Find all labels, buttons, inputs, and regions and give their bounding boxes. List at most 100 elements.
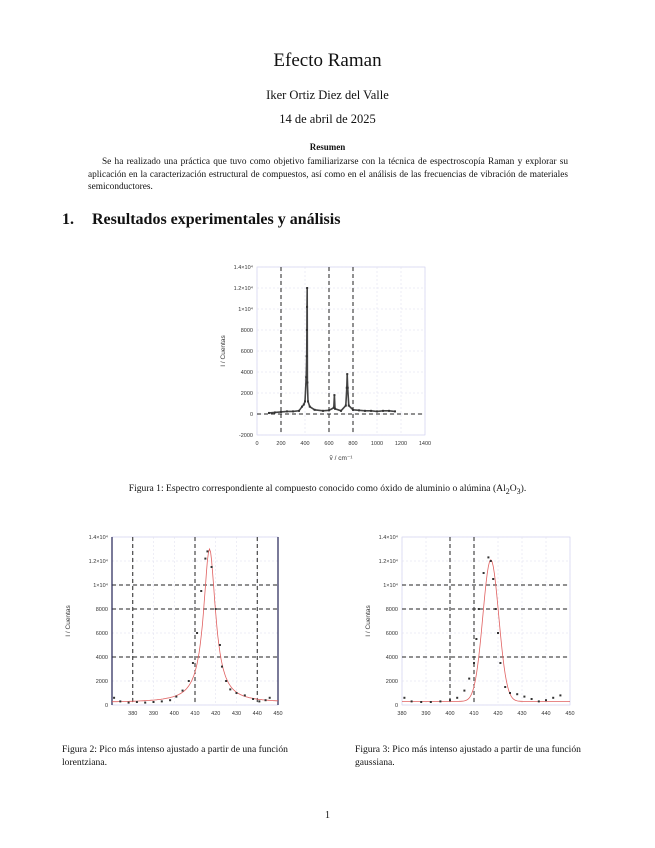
- x-tick-label: 450: [565, 711, 574, 717]
- data-point: [229, 688, 232, 691]
- data-point: [429, 701, 432, 703]
- data-point: [394, 410, 396, 413]
- data-point: [332, 406, 335, 409]
- x-tick-label: 440: [541, 711, 550, 717]
- data-point: [152, 701, 155, 703]
- x-tick-label: 390: [421, 711, 430, 717]
- data-point: [489, 560, 492, 562]
- data-point: [494, 608, 497, 610]
- data-point: [439, 700, 442, 703]
- data-point: [322, 409, 324, 412]
- data-point: [144, 701, 147, 704]
- x-tick-label: 380: [397, 711, 406, 717]
- data-point: [388, 409, 390, 412]
- data-point: [304, 400, 306, 403]
- data-point: [473, 662, 475, 664]
- data-point: [127, 701, 130, 704]
- x-tick-label: 1000: [371, 441, 383, 447]
- y-tick-label: 0: [395, 703, 398, 709]
- data-point: [286, 410, 288, 413]
- data-point: [346, 373, 349, 376]
- data-point: [204, 557, 207, 560]
- data-point: [334, 407, 336, 410]
- data-point: [301, 405, 303, 408]
- data-point: [487, 556, 490, 559]
- y-tick-label: 1.4×10⁴: [379, 534, 399, 541]
- data-point: [477, 608, 480, 610]
- x-tick-label: 380: [128, 711, 137, 717]
- y-tick-label: 1.4×10⁴: [234, 264, 254, 271]
- data-point: [358, 409, 360, 412]
- data-point: [274, 411, 276, 414]
- data-point: [468, 677, 471, 680]
- data-point: [306, 287, 309, 289]
- y-tick-label: 6000: [241, 349, 253, 355]
- data-point: [516, 693, 519, 696]
- x-tick-label: 0: [255, 441, 258, 447]
- fit-curve: [111, 547, 279, 703]
- y-tick-label: 0: [105, 703, 108, 709]
- data-point: [252, 698, 255, 700]
- data-point: [220, 665, 223, 668]
- y-tick-label: 8000: [96, 607, 108, 613]
- data-point: [113, 696, 116, 699]
- y-tick-label: 1.2×10⁴: [379, 558, 399, 565]
- figure-2-caption: Figura 2: Pico más intenso ajustado a pa…: [62, 744, 288, 768]
- data-point: [196, 632, 199, 634]
- data-point: [302, 403, 305, 406]
- x-tick-label: 440: [253, 711, 262, 717]
- data-point: [530, 698, 533, 700]
- data-point: [449, 699, 451, 702]
- data-point: [364, 409, 366, 412]
- y-tick-label: 1×10⁴: [383, 582, 398, 589]
- data-point: [537, 700, 540, 703]
- plot-area: [401, 536, 571, 706]
- figure-1-chart: 0 200 400 600 800 1000 1200 1400-20000200040006…: [220, 264, 431, 462]
- x-tick-label: 410: [469, 711, 478, 717]
- data-point: [160, 700, 163, 703]
- section-number: 1.: [62, 211, 74, 228]
- data-point: [552, 696, 555, 699]
- y-tick-label: 4000: [386, 655, 398, 661]
- y-tick-label: -2000: [239, 433, 253, 439]
- data-point: [218, 644, 221, 646]
- y-tick-label: 2000: [96, 679, 108, 685]
- data-point: [206, 550, 209, 553]
- data-point: [382, 409, 384, 412]
- section-heading: 1. Resultados experimentales y análisis: [62, 211, 340, 229]
- y-tick-label: 6000: [386, 631, 398, 637]
- y-tick-label: 1.4×10⁴: [89, 534, 109, 541]
- data-point: [191, 662, 194, 664]
- data-point: [456, 696, 459, 699]
- x-tick-label: 430: [232, 711, 241, 717]
- data-point: [235, 692, 238, 694]
- data-point: [504, 686, 507, 688]
- data-point: [340, 409, 342, 412]
- date: 14 de abril de 2025: [279, 112, 376, 126]
- x-tick-label: 200: [276, 441, 285, 447]
- x-tick-label: 400: [300, 441, 309, 447]
- paper-title: Efecto Raman: [273, 50, 382, 71]
- x-tick-label: 420: [493, 711, 502, 717]
- y-tick-label: 2000: [241, 391, 253, 397]
- data-point: [308, 405, 311, 408]
- data-point: [264, 699, 267, 702]
- data-point: [258, 700, 261, 703]
- data-point: [352, 408, 354, 411]
- data-point: [214, 608, 217, 610]
- figure-3-chart: 380 390 400 410 420 430 440 450 0 2000 4000 6000 800…: [365, 534, 575, 717]
- figure-1-caption: Figura 1: Espectro correspondiente al co…: [128, 483, 527, 496]
- y-tick-label: 1×10⁴: [238, 306, 253, 313]
- x-tick-label: 400: [445, 711, 454, 717]
- x-tick-label: 430: [517, 711, 526, 717]
- data-point: [305, 329, 308, 331]
- data-point: [298, 409, 300, 412]
- y-tick-label: 8000: [241, 328, 253, 334]
- data-point: [492, 578, 495, 580]
- data-point: [187, 680, 190, 682]
- y-tick-label: 0: [250, 412, 253, 418]
- data-point: [497, 632, 499, 634]
- x-tick-label: 600: [324, 441, 333, 447]
- data-point: [225, 680, 228, 682]
- data-point: [268, 411, 270, 414]
